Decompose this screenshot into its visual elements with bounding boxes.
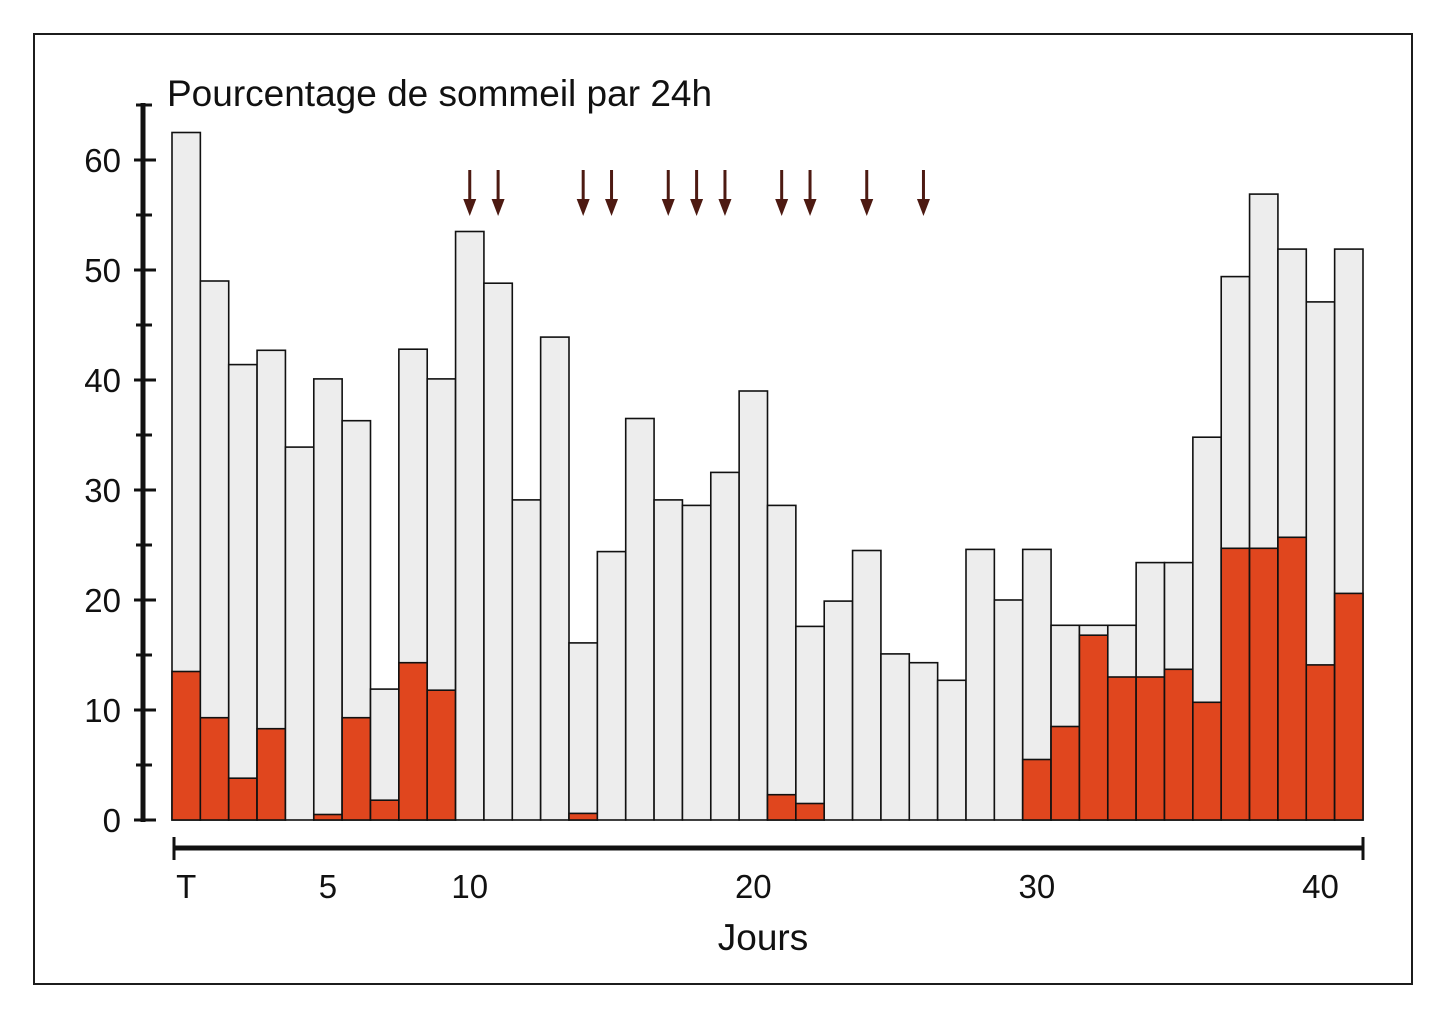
bar-red-segment-day-6 bbox=[341, 716, 372, 821]
arrow-marker-day-18 bbox=[690, 170, 704, 216]
bar-day-24 bbox=[851, 549, 882, 821]
arrow-marker-day-19 bbox=[718, 170, 732, 216]
arrow-head bbox=[803, 199, 817, 216]
y-tick-label: 30 bbox=[84, 472, 121, 509]
bar-day-19 bbox=[709, 471, 740, 821]
bar-day-22 bbox=[795, 625, 826, 821]
bar-red-segment-day-7 bbox=[369, 799, 400, 821]
bar-day-2 bbox=[227, 363, 258, 821]
bar-red-segment-day-31 bbox=[1050, 725, 1081, 821]
y-tick-label: 50 bbox=[84, 252, 121, 289]
arrow-marker-day-10 bbox=[463, 170, 477, 216]
bar-red-segment-day-2 bbox=[227, 777, 258, 821]
y-tick-label: 60 bbox=[84, 142, 121, 179]
bar-red-segment-day-14 bbox=[568, 812, 599, 821]
x-tick-label: 20 bbox=[735, 868, 772, 905]
arrow-marker-day-11 bbox=[491, 170, 505, 216]
bar-red-segment-day-1 bbox=[199, 716, 230, 821]
bar-day-27 bbox=[936, 679, 967, 821]
arrow-markers-group bbox=[463, 170, 930, 216]
arrow-head bbox=[576, 199, 590, 216]
y-tick-label: 20 bbox=[84, 582, 121, 619]
bar-day-23 bbox=[823, 600, 854, 821]
x-tick-label: 10 bbox=[451, 868, 488, 905]
bar-red-segment-day-36 bbox=[1192, 701, 1223, 821]
x-tick-label: T bbox=[176, 868, 196, 905]
arrow-head bbox=[463, 199, 477, 216]
y-tick-label: 40 bbox=[84, 362, 121, 399]
arrow-marker-day-26 bbox=[916, 170, 930, 216]
bar-day-20 bbox=[738, 390, 769, 821]
bar-red-segment-day-8 bbox=[398, 661, 429, 821]
arrow-marker-day-22 bbox=[803, 170, 817, 216]
bar-day-13 bbox=[539, 336, 570, 821]
bar-day-15 bbox=[596, 550, 627, 821]
arrow-marker-day-21 bbox=[775, 170, 789, 216]
bar-day-21 bbox=[766, 504, 797, 821]
bar-day-28 bbox=[965, 548, 996, 821]
bar-red-segment-day-37 bbox=[1220, 547, 1251, 821]
arrow-head bbox=[775, 199, 789, 216]
arrow-head bbox=[860, 199, 874, 216]
bar-day-11 bbox=[483, 282, 514, 821]
x-tick-label: 5 bbox=[319, 868, 337, 905]
bar-day-17 bbox=[653, 499, 684, 821]
bar-red-segment-day-9 bbox=[426, 689, 457, 821]
bar-red-segment-day-21 bbox=[766, 793, 797, 821]
chart-title: Pourcentage de sommeil par 24h bbox=[167, 73, 712, 114]
y-tick-label: 10 bbox=[84, 692, 121, 729]
bar-red-segment-day-5 bbox=[312, 813, 343, 821]
bar-red-segment-day-38 bbox=[1248, 547, 1279, 821]
bar-red-segment-day-40 bbox=[1305, 664, 1336, 821]
bar-red-segment-day-35 bbox=[1163, 668, 1194, 821]
arrow-marker-day-14 bbox=[576, 170, 590, 216]
bar-day-18 bbox=[681, 504, 712, 821]
y-tick-label: 0 bbox=[103, 802, 121, 839]
x-tick-label: 40 bbox=[1302, 868, 1339, 905]
bar-day-25 bbox=[880, 653, 911, 821]
bars-group bbox=[171, 131, 1364, 821]
bar-red-segment-day-41 bbox=[1333, 592, 1364, 821]
figure-frame bbox=[33, 33, 1413, 985]
arrow-head bbox=[916, 199, 930, 216]
x-tick-label: 30 bbox=[1019, 868, 1056, 905]
bar-day-26 bbox=[908, 661, 939, 821]
arrow-head bbox=[690, 199, 704, 216]
x-axis-title: Jours bbox=[718, 917, 808, 958]
bar-red-segment-day-22 bbox=[795, 802, 826, 821]
arrow-marker-day-24 bbox=[860, 170, 874, 216]
y-axis: 0 10 20 30 40 50 60 bbox=[84, 103, 156, 839]
bar-day-14 bbox=[568, 642, 599, 821]
x-axis: T 5 10 20 30 40 bbox=[172, 837, 1365, 905]
arrow-marker-day-15 bbox=[605, 170, 619, 216]
bar-day-5 bbox=[312, 378, 343, 821]
bar-red-segment-day-34 bbox=[1135, 676, 1166, 821]
bar-red-segment-day-33 bbox=[1106, 676, 1137, 821]
bar-red-segment-day-30 bbox=[1021, 758, 1052, 821]
arrow-head bbox=[605, 199, 619, 216]
bar-red-segment-day-39 bbox=[1277, 536, 1308, 821]
arrow-head bbox=[718, 199, 732, 216]
bar-red-segment-day-0 bbox=[171, 670, 202, 821]
bar-day-29 bbox=[993, 599, 1024, 821]
bar-day-10 bbox=[454, 230, 485, 821]
bar-red-segment-day-32 bbox=[1078, 634, 1109, 821]
arrow-head bbox=[491, 199, 505, 216]
bar-day-4 bbox=[284, 446, 315, 821]
bar-red-segment-day-3 bbox=[256, 727, 287, 821]
arrow-marker-day-17 bbox=[661, 170, 675, 216]
bar-day-16 bbox=[624, 417, 655, 821]
arrow-head bbox=[661, 199, 675, 216]
bar-day-12 bbox=[511, 499, 542, 821]
